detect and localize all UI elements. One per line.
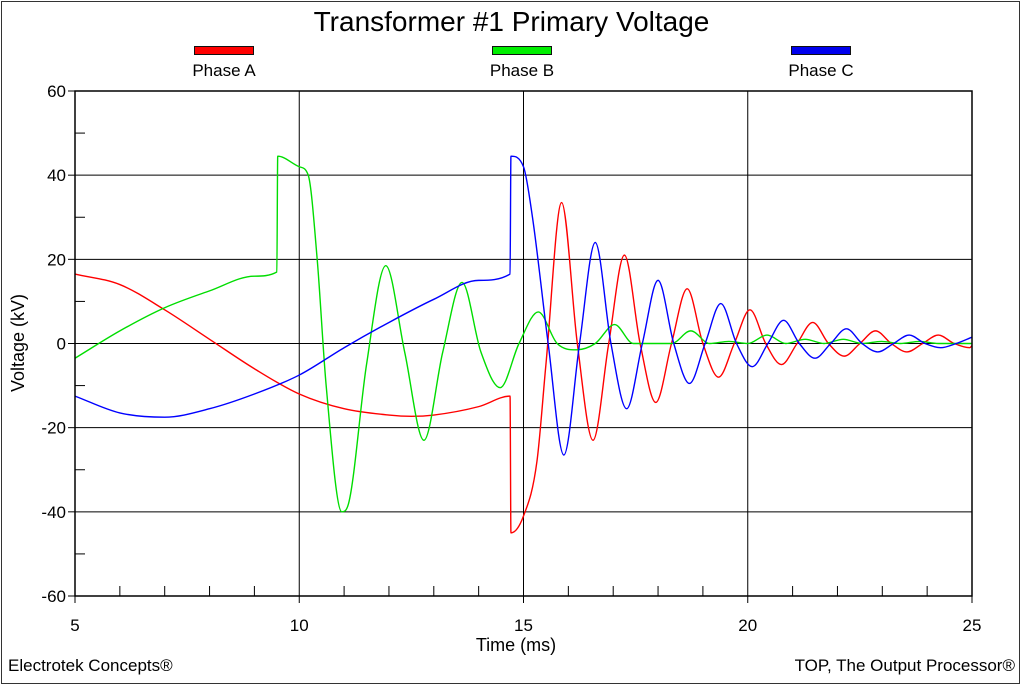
legend-swatch-phase-b (492, 46, 552, 55)
legend-swatch-phase-a (194, 46, 254, 55)
chart-title: Transformer #1 Primary Voltage (313, 6, 710, 37)
legend-label-phase-c: Phase C (788, 61, 854, 80)
legend-label-phase-b: Phase B (489, 61, 555, 80)
legend-swatch-phase-c (791, 46, 851, 55)
legend-item-phase-a: Phase A (154, 46, 294, 81)
legend-item-phase-c: Phase C (751, 46, 891, 81)
legend-label-phase-a: Phase A (192, 61, 256, 80)
footer-right-credit: TOP, The Output Processor® (794, 656, 1015, 675)
legend-item-phase-b: Phase B (452, 46, 592, 81)
footer-left-credit: Electrotek Concepts® (8, 656, 173, 675)
